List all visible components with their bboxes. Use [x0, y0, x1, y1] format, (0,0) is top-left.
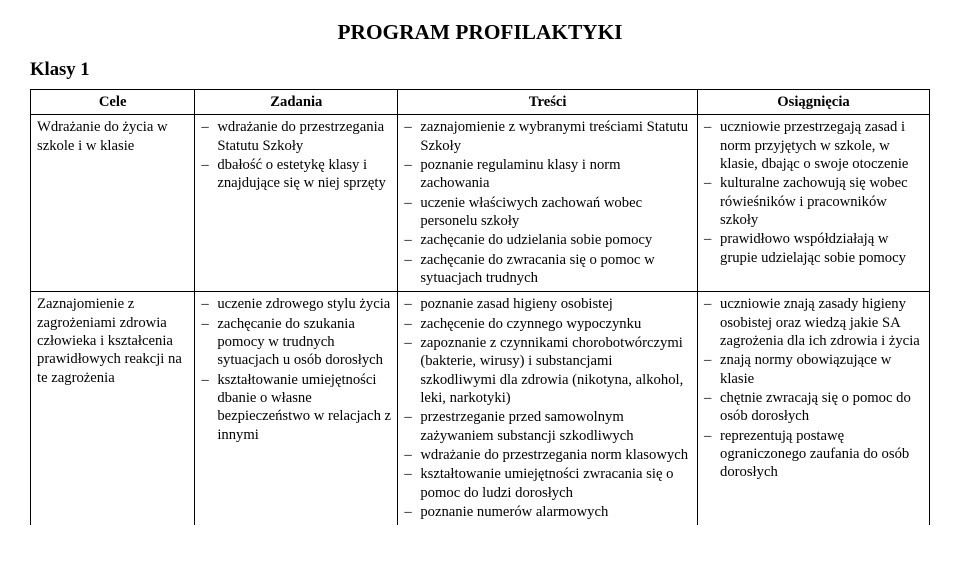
list-item: reprezentują postawę ograniczonego zaufa… — [704, 427, 923, 482]
cell-tresci-list: poznanie zasad higieny osobistej zachęcen… — [404, 295, 691, 521]
list-item: wdrażanie do przestrzegania norm klasowy… — [404, 446, 691, 464]
list-item: zapoznanie z czynnikami chorobotwórczymi… — [404, 334, 691, 407]
profilaktyka-table: Cele Zadania Treści Osiągnięcia Wdrażani… — [30, 89, 930, 525]
list-item: znają normy obowiązujące w klasie — [704, 351, 923, 388]
cele-text: Zaznajomienie z zagrożeniami zdrowia czł… — [37, 295, 188, 387]
cell-osiagniecia: uczniowie znają zasady higieny osobistej… — [697, 292, 929, 525]
list-item: dbałość o estetykę klasy i znajdujące si… — [201, 156, 391, 193]
cell-tresci: zaznajomienie z wybranymi treściami Stat… — [398, 115, 698, 292]
table-header-row: Cele Zadania Treści Osiągnięcia — [31, 90, 930, 115]
col-osiagniecia: Osiągnięcia — [697, 90, 929, 115]
cell-tresci: poznanie zasad higieny osobistej zachęcen… — [398, 292, 698, 525]
list-item: zaznajomienie z wybranymi treściami Stat… — [404, 118, 691, 155]
cell-cele: Wdrażanie do życia w szkole i w klasie — [31, 115, 195, 292]
cell-osiagniecia-list: uczniowie znają zasady higieny osobistej… — [704, 295, 923, 481]
col-zadania: Zadania — [195, 90, 398, 115]
list-item: uczenie właściwych zachowań wobec person… — [404, 194, 691, 231]
list-item: poznanie numerów alarmowych — [404, 503, 691, 521]
table-row: Wdrażanie do życia w szkole i w klasie wd… — [31, 115, 930, 292]
list-item: zachęcanie do udzielania sobie pomocy — [404, 231, 691, 249]
section-heading: Klasy 1 — [30, 59, 930, 81]
list-item: poznanie regulaminu klasy i norm zachowa… — [404, 156, 691, 193]
table-row: Zaznajomienie z zagrożeniami zdrowia czł… — [31, 292, 930, 525]
list-item: kształtowanie umiejętności zwracania się… — [404, 465, 691, 502]
cell-zadania: wdrażanie do przestrzegania Statutu Szko… — [195, 115, 398, 292]
list-item: chętnie zwracają się o pomoc do osób dor… — [704, 389, 923, 426]
cell-osiagniecia-list: uczniowie przestrzegają zasad i norm prz… — [704, 118, 923, 267]
list-item: wdrażanie do przestrzegania Statutu Szko… — [201, 118, 391, 155]
list-item: uczniowie przestrzegają zasad i norm prz… — [704, 118, 923, 173]
cell-cele: Zaznajomienie z zagrożeniami zdrowia czł… — [31, 292, 195, 525]
list-item: zachęcanie do szukania pomocy w trudnych… — [201, 315, 391, 370]
cell-zadania-list: uczenie zdrowego stylu życia zachęcanie d… — [201, 295, 391, 444]
list-item: przestrzeganie przed samowolnym zażywani… — [404, 408, 691, 445]
col-cele: Cele — [31, 90, 195, 115]
list-item: uczniowie znają zasady higieny osobistej… — [704, 295, 923, 350]
cell-osiagniecia: uczniowie przestrzegają zasad i norm prz… — [697, 115, 929, 292]
list-item: kształtowanie umiejętności dbanie o włas… — [201, 371, 391, 444]
list-item: kulturalne zachowują się wobec rówieśnik… — [704, 174, 923, 229]
list-item: zachęcenie do czynnego wypoczynku — [404, 315, 691, 333]
list-item: prawidłowo współdziałają w grupie udziel… — [704, 230, 923, 267]
list-item: zachęcanie do zwracania się o pomoc w sy… — [404, 251, 691, 288]
list-item: poznanie zasad higieny osobistej — [404, 295, 691, 313]
cell-zadania-list: wdrażanie do przestrzegania Statutu Szko… — [201, 118, 391, 192]
page-title: PROGRAM PROFILAKTYKI — [30, 20, 930, 45]
cell-tresci-list: zaznajomienie z wybranymi treściami Stat… — [404, 118, 691, 287]
cele-text: Wdrażanie do życia w szkole i w klasie — [37, 118, 188, 155]
list-item: uczenie zdrowego stylu życia — [201, 295, 391, 313]
col-tresci: Treści — [398, 90, 698, 115]
cell-zadania: uczenie zdrowego stylu życia zachęcanie d… — [195, 292, 398, 525]
